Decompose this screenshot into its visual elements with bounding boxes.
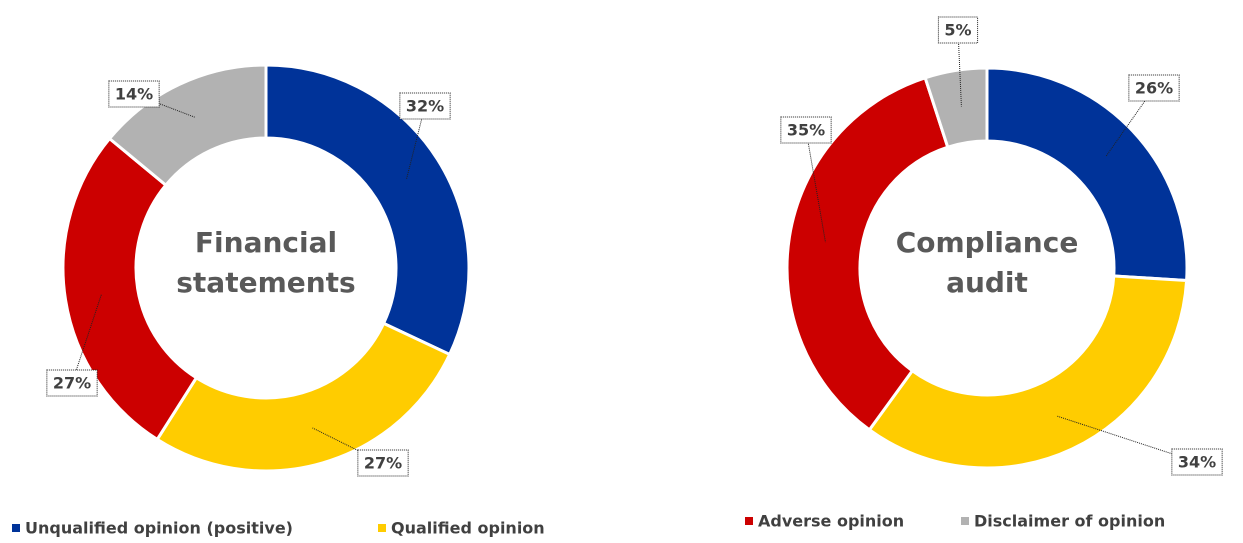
data-label: 35% [787,121,825,140]
legend-swatch [961,517,969,525]
donut-center-title: Compliance audit [895,226,1079,299]
donut-slice [785,75,950,432]
data-label-box [780,116,832,144]
data-label-box [1128,74,1180,102]
legend-swatch [378,524,386,532]
data-label: 27% [53,374,91,393]
donut-slice [155,321,452,473]
donut-slice [264,63,471,357]
data-label-box [357,449,409,477]
legend-label: Disclaimer of opinion [974,512,1165,531]
legend-label: Unqualified opinion (positive) [25,519,293,538]
data-label-box [937,16,979,44]
data-label-box [399,92,451,120]
donut-slice [61,136,199,442]
data-label: 26% [1135,79,1173,98]
data-label-box [108,80,160,108]
data-label: 14% [115,85,153,104]
legend-label: Qualified opinion [391,519,545,538]
legend-label: Adverse opinion [758,512,904,531]
data-label-box [46,369,98,397]
data-label: 5% [944,21,971,40]
donut-slice [923,66,989,150]
legend-swatch [745,517,753,525]
data-label: 27% [364,454,402,473]
donut-center-title: Financial statements [176,226,356,299]
legend-swatch [12,524,20,532]
leader-line [71,293,103,384]
data-label: 34% [1178,453,1216,472]
donut-slice [867,274,1189,470]
donut-slice [985,66,1189,283]
data-label-box [1171,448,1223,476]
data-label: 32% [406,97,444,116]
